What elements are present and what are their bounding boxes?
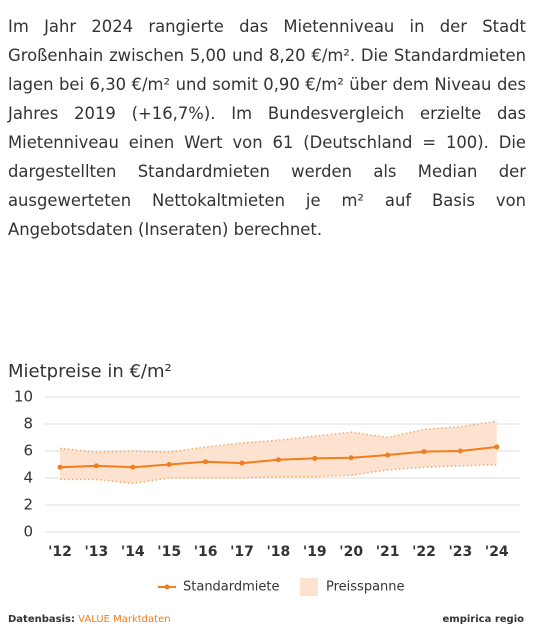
x-tick-label: '19: [303, 544, 327, 560]
legend-dot: [164, 584, 170, 590]
range-edge: [59, 420, 497, 454]
footer-source: Datenbasis: VALUE Marktdaten: [8, 614, 171, 625]
y-tick-label: 8: [23, 415, 33, 433]
x-tick-label: '15: [157, 544, 181, 560]
x-tick-label: '16: [194, 544, 218, 560]
point: [385, 452, 391, 458]
x-tick-label: '14: [121, 544, 145, 560]
x-tick-label: '20: [339, 544, 363, 560]
point: [130, 464, 136, 470]
plot: 0 2 4 6 8 10 '12 '13 '14 '15 '16 '17 '18 '19 '20 '21 '22…: [14, 388, 520, 560]
point: [239, 460, 245, 466]
point: [57, 464, 63, 470]
point: [457, 448, 463, 454]
brand: empirica regio: [443, 614, 525, 625]
x-tick-label: '21: [376, 544, 400, 560]
x-tick-label: '12: [48, 544, 72, 560]
source-label: Datenbasis:: [8, 614, 75, 625]
description: Im Jahr 2024 rangierte das Mietenniveau …: [8, 17, 526, 239]
legend-label: Standardmiete: [183, 580, 280, 595]
point: [93, 463, 99, 469]
x-tick-label: '17: [230, 544, 254, 560]
point: [312, 455, 318, 461]
point: [494, 444, 500, 450]
x-tick-label: '24: [485, 544, 509, 560]
x-tick-label: '22: [412, 544, 436, 560]
range-band: [60, 421, 497, 484]
y-tick-label: 0: [23, 523, 33, 541]
y-tick-label: 4: [23, 469, 33, 487]
y-tick-label: 10: [14, 388, 33, 406]
range-edge: [60, 463, 497, 485]
chart-title: Mietpreise in €/m²: [8, 361, 172, 382]
x-tick-label: '18: [267, 544, 291, 560]
legend-swatch: [300, 578, 318, 596]
point: [275, 457, 281, 463]
source: VALUE Marktdaten: [78, 614, 170, 625]
x-tick-label: '13: [85, 544, 109, 560]
point: [166, 462, 172, 467]
x-tick-label: '23: [449, 544, 473, 560]
y-tick-label: 2: [23, 496, 33, 514]
y-tick-label: 6: [23, 442, 33, 460]
point: [203, 459, 209, 465]
legend-label: Preisspanne: [326, 580, 405, 595]
legend: Standardmiete Preisspanne: [158, 578, 405, 596]
point: [348, 455, 354, 461]
point: [421, 449, 427, 455]
